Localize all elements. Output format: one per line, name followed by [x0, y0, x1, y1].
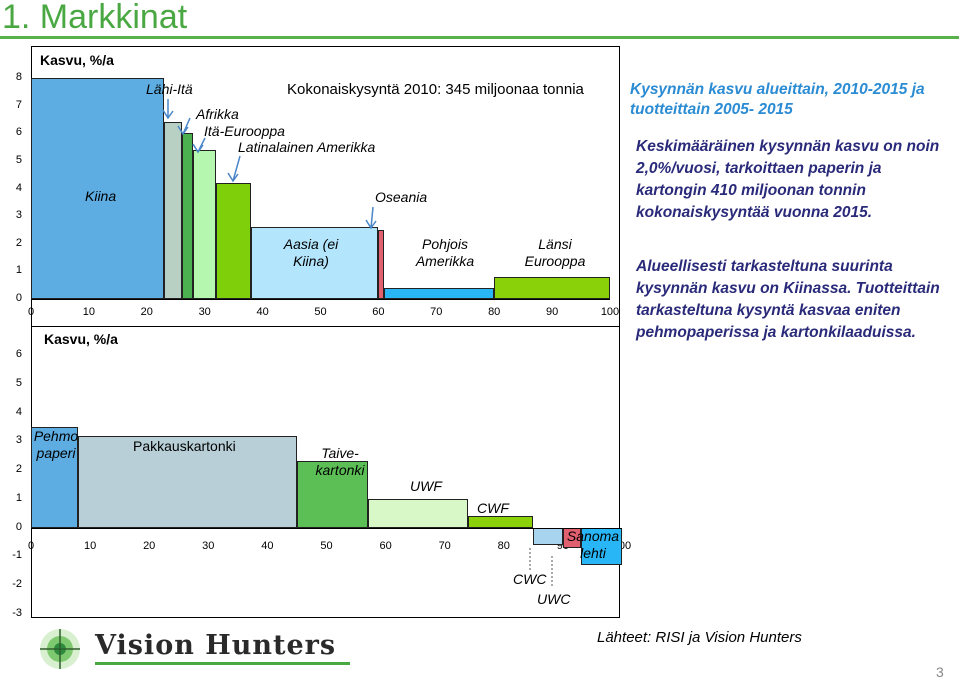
top-ytick-label: 5	[15, 153, 22, 166]
top-ytick-label: 3	[15, 209, 22, 222]
charts-divider	[31, 326, 620, 327]
logo-underline	[95, 662, 350, 665]
logo-text: Vision Hunters	[95, 630, 337, 661]
bottom-ytick-label: 6	[15, 348, 22, 360]
top-ytick-label: 6	[15, 126, 22, 139]
bottom-ytick-label: 1	[15, 491, 22, 504]
top-ytick-label: 7	[15, 98, 22, 111]
bottom-ytick-label: 0	[15, 520, 22, 533]
bottom-ytick-label: -1	[12, 549, 22, 562]
source-note: Lähteet: RISI ja Vision Hunters	[597, 629, 802, 646]
top-ytick-label: 1	[15, 264, 22, 277]
top-ytick-label: 4	[15, 181, 22, 194]
bottom-ytick-label: 5	[15, 376, 22, 389]
slide-title: 1. Markkinat	[2, 0, 188, 36]
top-ytick-label: 2	[15, 236, 22, 249]
top-chart-ylabel: Kasvu, %/a	[40, 52, 114, 68]
panel-paragraph-2: Alueellisesti tarkasteltuna suurinta kys…	[636, 258, 940, 341]
bottom-ytick-label: 2	[15, 463, 22, 476]
title-underline	[0, 36, 959, 39]
top-ytick-label: 8	[15, 71, 22, 83]
bottom-ytick-label: -2	[12, 578, 22, 591]
top-ytick-label: 0	[15, 292, 22, 304]
bottom-ytick-label: 3	[15, 434, 22, 447]
page-number: 3	[936, 664, 944, 680]
bottom-ytick-label: -3	[12, 607, 22, 619]
bottom-ytick-label: 4	[15, 405, 22, 418]
panel-paragraph-1: Keskimääräinen kysynnän kasvu on noin 2,…	[636, 138, 940, 221]
vision-hunters-logo-icon	[33, 626, 87, 672]
top-chart-title: Kokonaiskysyntä 2010: 345 miljoonaa tonn…	[287, 81, 584, 98]
panel-heading: Kysynnän kasvu alueittain, 2010-2015 ja …	[630, 81, 925, 118]
bottom-chart-ylabel: Kasvu, %/a	[44, 331, 118, 347]
charts-frame	[31, 46, 620, 618]
